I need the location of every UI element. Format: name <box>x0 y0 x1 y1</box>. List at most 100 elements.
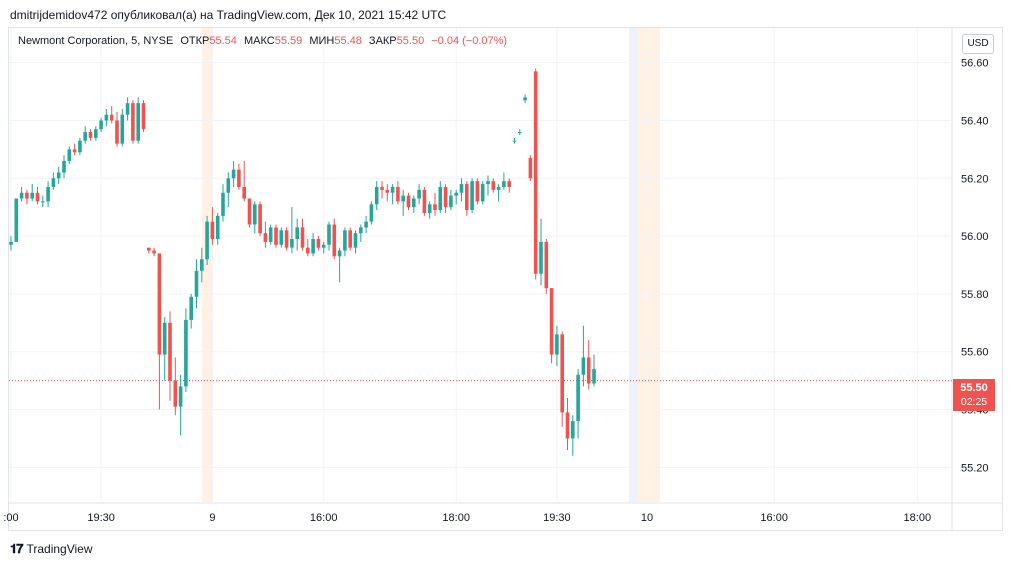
candle <box>486 175 490 196</box>
candle-body <box>83 132 87 141</box>
candle <box>178 374 183 436</box>
candle-body <box>120 114 125 144</box>
candle-body <box>539 241 543 274</box>
candle <box>401 189 405 216</box>
candle-body <box>253 204 257 225</box>
candle-body <box>396 186 400 202</box>
candle <box>343 227 347 257</box>
candle-body <box>475 181 480 202</box>
candle <box>406 192 411 211</box>
candle-body <box>35 192 40 202</box>
candle-body <box>364 221 368 228</box>
symbol-legend: Newmont Corporation, 5, NYSE ОТКР55.54 М… <box>18 35 507 47</box>
candle-body <box>268 227 273 242</box>
candle-body <box>30 192 34 199</box>
candle <box>168 311 172 401</box>
candle <box>581 325 586 387</box>
candle-body <box>25 192 29 199</box>
price-tick-label: 55.80 <box>961 289 989 301</box>
candle <box>512 137 517 144</box>
candle-body <box>406 195 411 208</box>
candle <box>348 227 352 251</box>
candle <box>374 181 379 211</box>
candle-body <box>72 149 77 153</box>
time-tick-label: 16:00 <box>310 512 338 524</box>
candle-body <box>284 230 289 248</box>
candle <box>72 143 77 156</box>
candle-body <box>443 186 448 208</box>
candle-body <box>332 224 337 257</box>
candle <box>433 192 437 216</box>
candle-body <box>200 259 204 271</box>
candle-body <box>581 357 586 375</box>
candle-body <box>178 386 183 407</box>
candle <box>565 397 570 450</box>
close-value: 55.50 <box>396 35 425 47</box>
candle-body <box>152 250 156 254</box>
currency-button[interactable]: USD <box>962 34 994 54</box>
candle-body <box>247 198 252 225</box>
candle <box>491 178 496 193</box>
candle <box>200 247 204 283</box>
candle-body <box>189 296 193 320</box>
candle-body <box>491 181 496 190</box>
candle-body <box>147 247 151 251</box>
candle <box>221 184 225 222</box>
time-tick-label: 18:00 <box>904 512 932 524</box>
candle-body <box>168 322 172 381</box>
candle <box>480 181 485 205</box>
candle <box>189 293 193 329</box>
candle <box>184 308 188 393</box>
candle-body <box>210 221 215 239</box>
candle <box>136 97 140 144</box>
candle-body <box>470 181 474 211</box>
candle-body <box>290 238 294 248</box>
tradingview-brand[interactable]: 𝟏𝟕 TradingView <box>10 541 93 557</box>
candle <box>94 126 98 141</box>
candle-body <box>56 172 61 179</box>
high-label: МАКС <box>243 35 275 47</box>
open-label: ОТКР <box>180 35 210 47</box>
chart-frame[interactable] <box>8 27 1003 531</box>
low-value: 55.48 <box>334 35 362 47</box>
time-tick-label: 18:00 <box>442 512 470 524</box>
time-tick-label: 16:00 <box>760 512 788 524</box>
candle <box>162 317 167 381</box>
candle-body <box>533 71 538 274</box>
candle <box>311 233 315 257</box>
candle <box>518 129 522 135</box>
candle <box>586 340 591 390</box>
candle-body <box>549 288 554 355</box>
bar-countdown: 02:25 <box>960 396 988 408</box>
candle <box>571 415 575 456</box>
candle-body <box>194 270 199 297</box>
time-tick-label: 19:30 <box>87 512 115 524</box>
candle <box>88 129 93 141</box>
candle <box>459 178 464 202</box>
candle-body <box>459 184 464 193</box>
candle <box>242 160 246 202</box>
candle-body <box>115 120 119 144</box>
candle <box>470 178 474 213</box>
candle <box>25 189 29 205</box>
candle-body <box>374 186 379 205</box>
candle <box>253 201 257 234</box>
candle-body <box>327 224 331 245</box>
candle <box>109 106 114 124</box>
grid-lines <box>9 28 951 502</box>
candle <box>194 259 199 309</box>
candle <box>523 94 527 104</box>
candle-body <box>88 132 93 138</box>
candle <box>51 172 56 190</box>
candle-body <box>306 247 310 254</box>
candle <box>337 247 342 283</box>
candle-body <box>496 186 501 190</box>
low-label: МИН <box>309 35 335 47</box>
time-axis: :00 19:30 9 16:00 18:00 19:30 10 16:00 18:00 <box>3 512 931 524</box>
candle <box>422 186 427 216</box>
high-value: 55.59 <box>274 35 303 47</box>
candle-body <box>427 204 432 213</box>
candle <box>258 201 262 237</box>
